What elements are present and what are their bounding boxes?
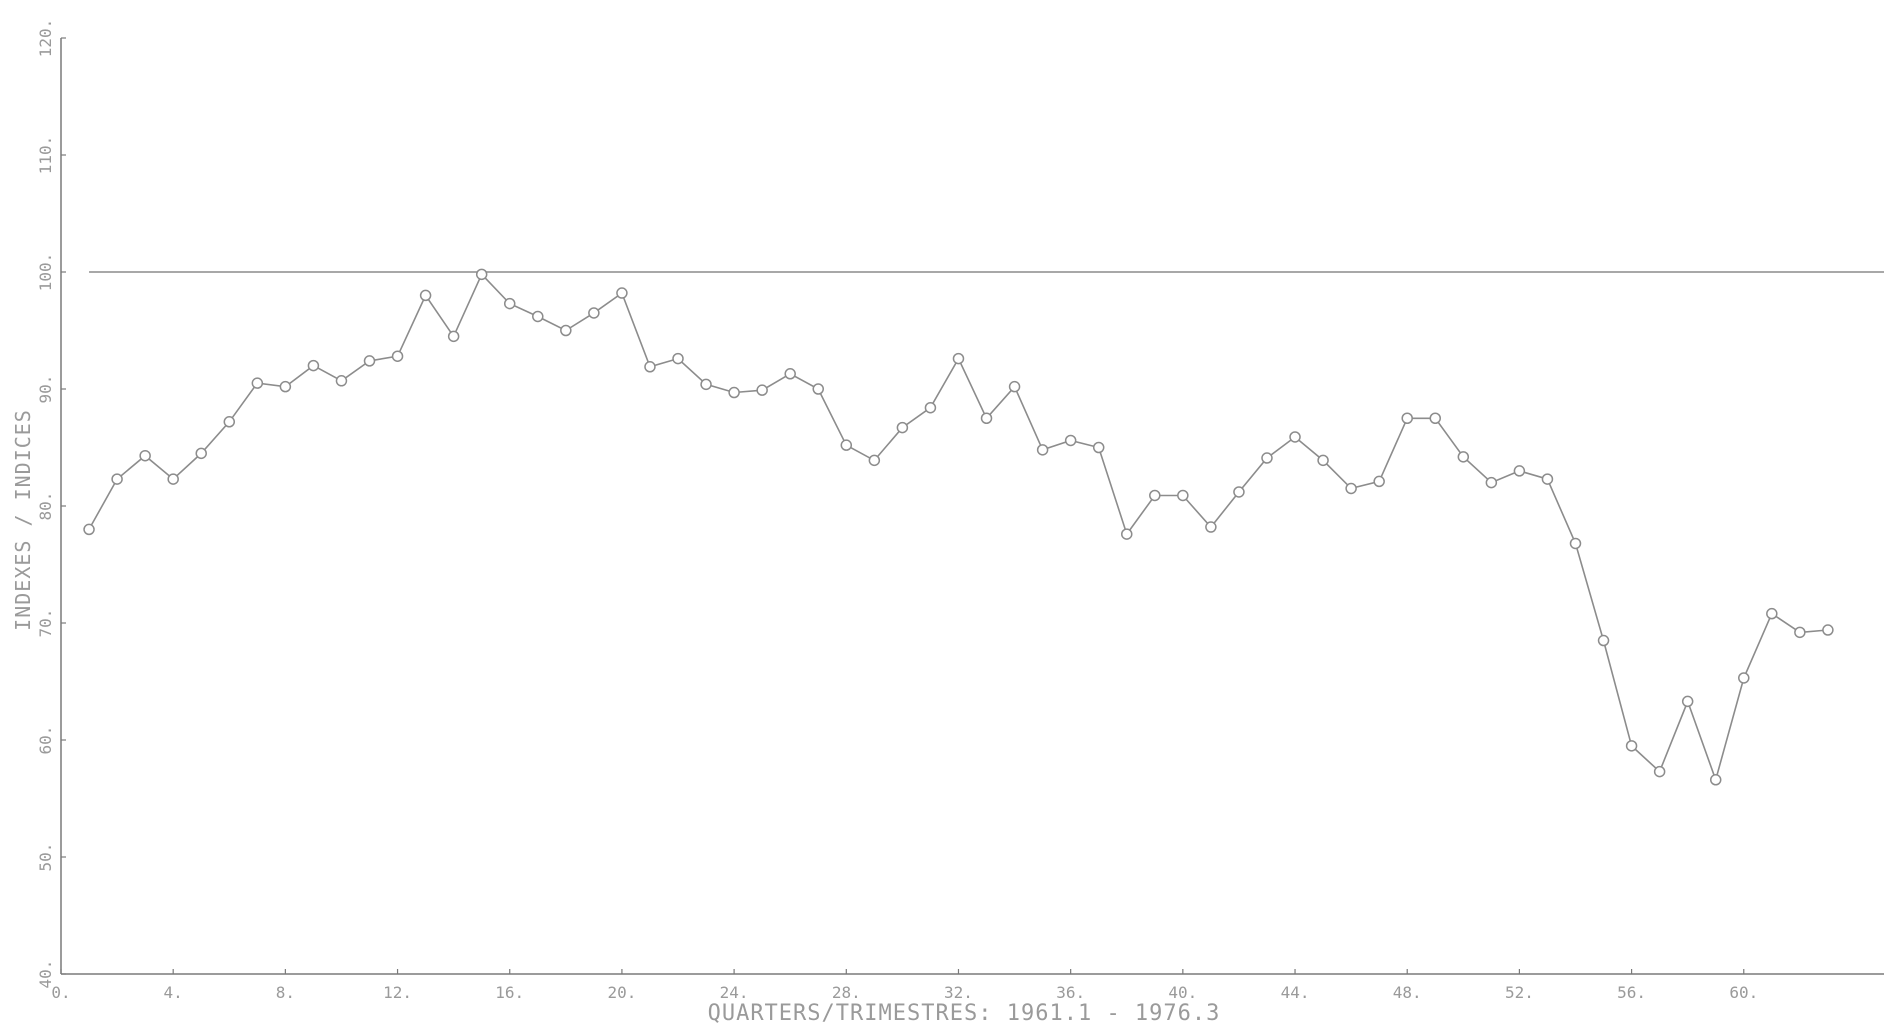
data-point	[1485, 476, 1498, 489]
y-axis-ticks: 40. 50. 60. 70. 80. 90. 100. 110. 120.	[36, 19, 66, 989]
data-point	[644, 361, 656, 373]
data-point	[1513, 465, 1526, 477]
data-point	[672, 352, 684, 365]
y-axis-label: INDEXES / INDICES	[11, 409, 35, 631]
x-tick-label: 52.	[1505, 983, 1534, 1002]
data-point	[952, 352, 965, 365]
data-point	[1177, 489, 1189, 502]
x-tick-label: 32.	[944, 983, 973, 1002]
data-point	[1401, 412, 1413, 424]
data-point	[924, 401, 937, 414]
data-point	[503, 297, 516, 310]
data-point	[588, 307, 600, 319]
data-point	[279, 380, 292, 393]
data-point	[1345, 482, 1357, 495]
x-tick-label: 12.	[383, 983, 412, 1002]
data-point	[335, 375, 348, 387]
data-point	[1317, 454, 1329, 467]
x-tick-label: 24.	[720, 983, 749, 1002]
y-tick-label: 90.	[36, 375, 55, 404]
data-point	[1233, 486, 1245, 498]
x-tick-label: 28.	[832, 983, 861, 1002]
data-point	[1625, 740, 1638, 752]
data-point	[1653, 765, 1666, 778]
x-axis-label: QUARTERS/TRIMESTRES: 1961.1 - 1976.3	[708, 1001, 1221, 1026]
data-point	[223, 416, 236, 428]
data-point	[1709, 774, 1722, 786]
data-point	[868, 454, 881, 467]
x-tick-label: 56.	[1617, 983, 1646, 1002]
x-tick-label: 40.	[1168, 983, 1197, 1002]
x-tick-label: 8.	[276, 983, 295, 1002]
data-point	[1373, 475, 1385, 488]
data-point	[1738, 672, 1750, 684]
y-tick-label: 110.	[36, 136, 55, 175]
series-group	[83, 268, 1834, 786]
y-tick-label: 100.	[36, 253, 55, 292]
data-point	[560, 324, 572, 337]
y-tick-label: 60.	[36, 726, 55, 755]
y-tick-label: 80.	[36, 492, 55, 521]
axes	[60, 38, 1884, 975]
data-point	[1569, 537, 1582, 550]
data-point	[532, 310, 544, 323]
data-point	[1429, 412, 1442, 424]
x-tick-label: 0.	[51, 983, 70, 1002]
data-point	[195, 447, 207, 460]
data-point	[1064, 434, 1077, 447]
data-point	[139, 449, 151, 462]
data-point	[1681, 695, 1694, 708]
data-point	[700, 378, 712, 391]
data-point	[1597, 634, 1610, 647]
data-point	[1008, 380, 1021, 393]
data-point	[1289, 431, 1301, 443]
x-axis-ticks: 0. 4. 8. 12. 16. 20. 24. 28. 32. 36. 40. 44. 48. 52. 5…	[51, 969, 1758, 1002]
data-point	[1092, 441, 1105, 454]
x-tick-label: 16.	[495, 983, 524, 1002]
data-point	[475, 268, 488, 281]
data-point	[896, 421, 909, 434]
data-point	[167, 473, 179, 485]
data-point	[980, 412, 993, 424]
data-point	[1822, 624, 1834, 636]
data-point	[391, 350, 404, 362]
data-point	[1794, 626, 1806, 639]
data-point	[1541, 473, 1554, 485]
y-tick-label: 70.	[36, 609, 55, 638]
x-tick-label: 48.	[1393, 983, 1422, 1002]
data-point	[728, 386, 740, 399]
y-tick-label: 40.	[36, 960, 55, 989]
data-point	[840, 439, 853, 451]
data-point	[1261, 452, 1273, 464]
data-point	[1121, 528, 1133, 540]
x-tick-label: 4.	[164, 983, 183, 1002]
data-point	[419, 289, 432, 302]
data-point	[1205, 521, 1217, 533]
x-tick-label: 36.	[1056, 983, 1085, 1002]
x-tick-label: 20.	[607, 983, 636, 1002]
y-tick-label: 120.	[36, 19, 55, 58]
data-point	[812, 383, 824, 395]
series-line	[88, 272, 1828, 783]
data-point	[307, 359, 320, 372]
data-point	[83, 523, 95, 536]
x-tick-label: 60.	[1729, 983, 1758, 1002]
y-tick-label: 50.	[36, 843, 55, 872]
data-point	[447, 330, 460, 343]
x-tick-label: 44.	[1281, 983, 1310, 1002]
data-point	[111, 473, 123, 485]
data-point	[1766, 607, 1778, 620]
data-point	[251, 377, 264, 389]
data-point	[1457, 451, 1470, 463]
data-point	[1036, 444, 1049, 456]
data-point	[784, 368, 796, 380]
data-point	[363, 355, 376, 367]
data-point	[1149, 489, 1161, 502]
data-point	[756, 384, 768, 396]
data-point	[616, 287, 628, 299]
